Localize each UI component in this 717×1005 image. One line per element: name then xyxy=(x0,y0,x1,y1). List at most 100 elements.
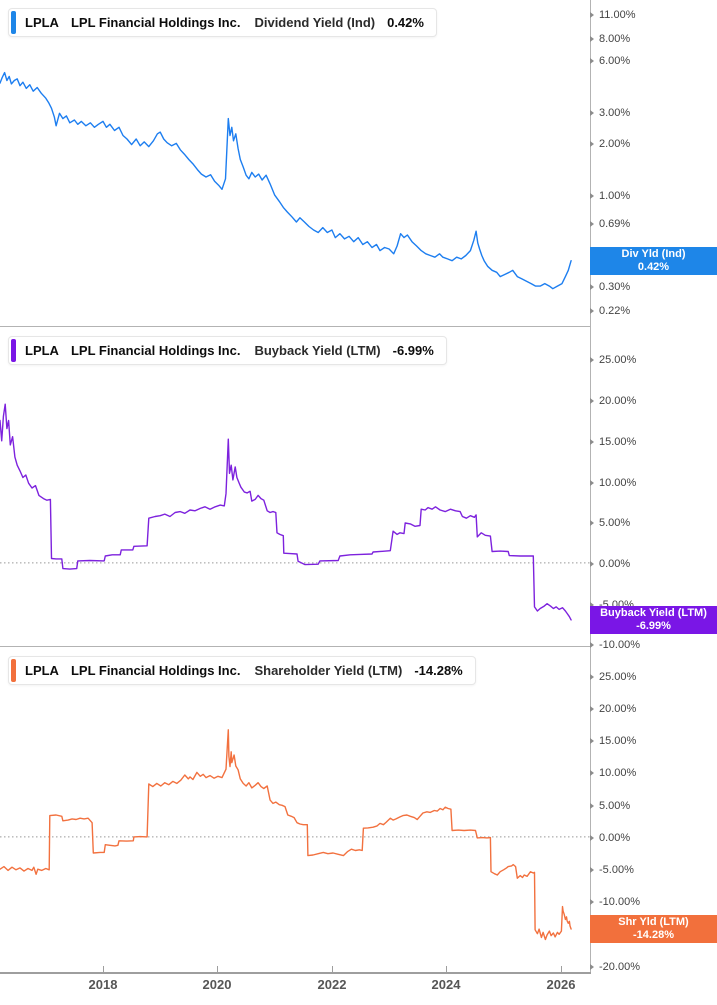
tick-arrow-icon xyxy=(590,673,594,680)
ytick-label: -20.00% xyxy=(599,960,640,973)
dividend-yield-ytick-11.00%: 11.00% xyxy=(590,8,636,21)
tick-arrow-icon xyxy=(590,109,594,116)
metric-value: 0.42% xyxy=(387,15,424,30)
ytick-label: 10.00% xyxy=(599,766,637,779)
tick-arrow-icon xyxy=(590,560,594,567)
year-label-2018: 2018 xyxy=(88,977,118,992)
dividend-yield-ytick-0.22%: 0.22% xyxy=(590,304,630,317)
ytick-label: -10.00% xyxy=(599,895,640,908)
ytick-label: -5.00% xyxy=(599,863,634,876)
year-tick-2018 xyxy=(103,966,104,972)
buyback-yield-ytick-15.00%: 15.00% xyxy=(590,435,636,448)
year-tick-2020 xyxy=(217,966,218,972)
dividend-yield-plot-area[interactable] xyxy=(0,0,717,326)
ytick-label: -10.00% xyxy=(599,638,640,651)
tick-arrow-icon xyxy=(590,57,594,64)
shareholder-yield-ytick-5.00%: 5.00% xyxy=(590,799,630,812)
dividend-yield-header[interactable]: LPLA LPL Financial Holdings Inc. Dividen… xyxy=(8,8,437,37)
buyback-yield-plot-area[interactable] xyxy=(0,326,717,646)
right-axis-line xyxy=(590,0,591,974)
ytick-label: 15.00% xyxy=(599,734,637,747)
badge-value: 0.42% xyxy=(637,261,670,273)
dividend-yield-ytick-2.00%: 2.00% xyxy=(590,137,630,150)
buyback-yield-ytick-0.00%: 0.00% xyxy=(590,557,630,570)
tick-arrow-icon xyxy=(590,307,594,314)
shareholder-yield-accent-bar xyxy=(11,659,16,682)
dividend-yield-ytick-3.00%: 3.00% xyxy=(590,106,630,119)
dividend-yield-line xyxy=(0,71,572,290)
year-label-2020: 2020 xyxy=(202,977,232,992)
ytick-label: 10.00% xyxy=(599,476,637,489)
buyback-yield-line xyxy=(0,403,572,621)
panel-separator-1 xyxy=(0,326,590,327)
ticker-symbol: LPLA xyxy=(25,663,59,678)
year-tick-2022 xyxy=(332,966,333,972)
year-label-2024: 2024 xyxy=(431,977,461,992)
tick-arrow-icon xyxy=(590,898,594,905)
tick-arrow-icon xyxy=(590,397,594,404)
ytick-label: 5.00% xyxy=(599,799,631,812)
metric-name: Buyback Yield (LTM) xyxy=(254,343,381,358)
shareholder-yield-header[interactable]: LPLA LPL Financial Holdings Inc. Shareho… xyxy=(8,656,476,685)
year-label-2026: 2026 xyxy=(546,977,576,992)
ytick-label: 2.00% xyxy=(599,137,631,150)
badge-label: Div Yld (Ind) xyxy=(621,248,686,260)
year-label-2022: 2022 xyxy=(317,977,347,992)
tick-arrow-icon xyxy=(590,769,594,776)
shareholder-yield-ytick-20.00%: 20.00% xyxy=(590,702,636,715)
shareholder-yield-ytick-10.00%: 10.00% xyxy=(590,766,636,779)
ytick-label: 25.00% xyxy=(599,353,637,366)
shareholder-yield-ytick--5.00%: -5.00% xyxy=(590,863,634,876)
tick-arrow-icon xyxy=(590,140,594,147)
shareholder-yield-last-value-badge: Shr Yld (LTM) -14.28% xyxy=(590,915,717,943)
tick-arrow-icon xyxy=(590,283,594,290)
company-name: LPL Financial Holdings Inc. xyxy=(70,343,241,358)
panel-separator-2 xyxy=(0,646,590,647)
buyback-yield-ytick-25.00%: 25.00% xyxy=(590,353,636,366)
buyback-yield-ytick-20.00%: 20.00% xyxy=(590,394,636,407)
tick-arrow-icon xyxy=(590,192,594,199)
tick-arrow-icon xyxy=(590,737,594,744)
ytick-label: 25.00% xyxy=(599,670,637,683)
badge-value: -14.28% xyxy=(633,929,674,941)
shareholder-yield-plot-area[interactable] xyxy=(0,646,717,973)
dividend-yield-ytick-0.69%: 0.69% xyxy=(590,217,630,230)
ytick-label: 0.69% xyxy=(599,217,631,230)
tick-arrow-icon xyxy=(590,220,594,227)
shareholder-yield-ytick--20.00%: -20.00% xyxy=(590,960,640,973)
time-axis-line xyxy=(0,972,591,974)
company-name: LPL Financial Holdings Inc. xyxy=(70,663,241,678)
ticker-symbol: LPLA xyxy=(25,343,59,358)
shareholder-yield-ytick--10.00%: -10.00% xyxy=(590,895,640,908)
buyback-yield-header[interactable]: LPLA LPL Financial Holdings Inc. Buyback… xyxy=(8,336,447,365)
metric-name: Dividend Yield (Ind) xyxy=(254,15,376,30)
ytick-label: 11.00% xyxy=(599,8,636,21)
metric-value: -14.28% xyxy=(414,663,463,678)
dividend-yield-last-value-badge: Div Yld (Ind) 0.42% xyxy=(590,247,717,275)
year-tick-2024 xyxy=(446,966,447,972)
tick-arrow-icon xyxy=(590,601,594,608)
ytick-label: 5.00% xyxy=(599,516,631,529)
ytick-label: 1.00% xyxy=(599,189,631,202)
tick-arrow-icon xyxy=(590,479,594,486)
ytick-label: 0.30% xyxy=(599,280,631,293)
ytick-label: 20.00% xyxy=(599,702,637,715)
dividend-yield-accent-bar xyxy=(11,11,16,34)
shareholder-yield-ytick-15.00%: 15.00% xyxy=(590,734,636,747)
dividend-yield-ytick-6.00%: 6.00% xyxy=(590,54,630,67)
tick-arrow-icon xyxy=(590,802,594,809)
ytick-label: 8.00% xyxy=(599,32,631,45)
tick-arrow-icon xyxy=(590,438,594,445)
shareholder-yield-line xyxy=(0,729,572,941)
ticker-symbol: LPLA xyxy=(25,15,59,30)
badge-label: Buyback Yield (LTM) xyxy=(600,607,707,619)
buyback-yield-ytick--10.00%: -10.00% xyxy=(590,638,640,651)
ytick-label: 0.00% xyxy=(599,831,631,844)
tick-arrow-icon xyxy=(590,519,594,526)
tick-arrow-icon xyxy=(590,705,594,712)
badge-value: -6.99% xyxy=(636,620,671,632)
tick-arrow-icon xyxy=(590,35,594,42)
tick-arrow-icon xyxy=(590,356,594,363)
buyback-yield-ytick-10.00%: 10.00% xyxy=(590,476,636,489)
